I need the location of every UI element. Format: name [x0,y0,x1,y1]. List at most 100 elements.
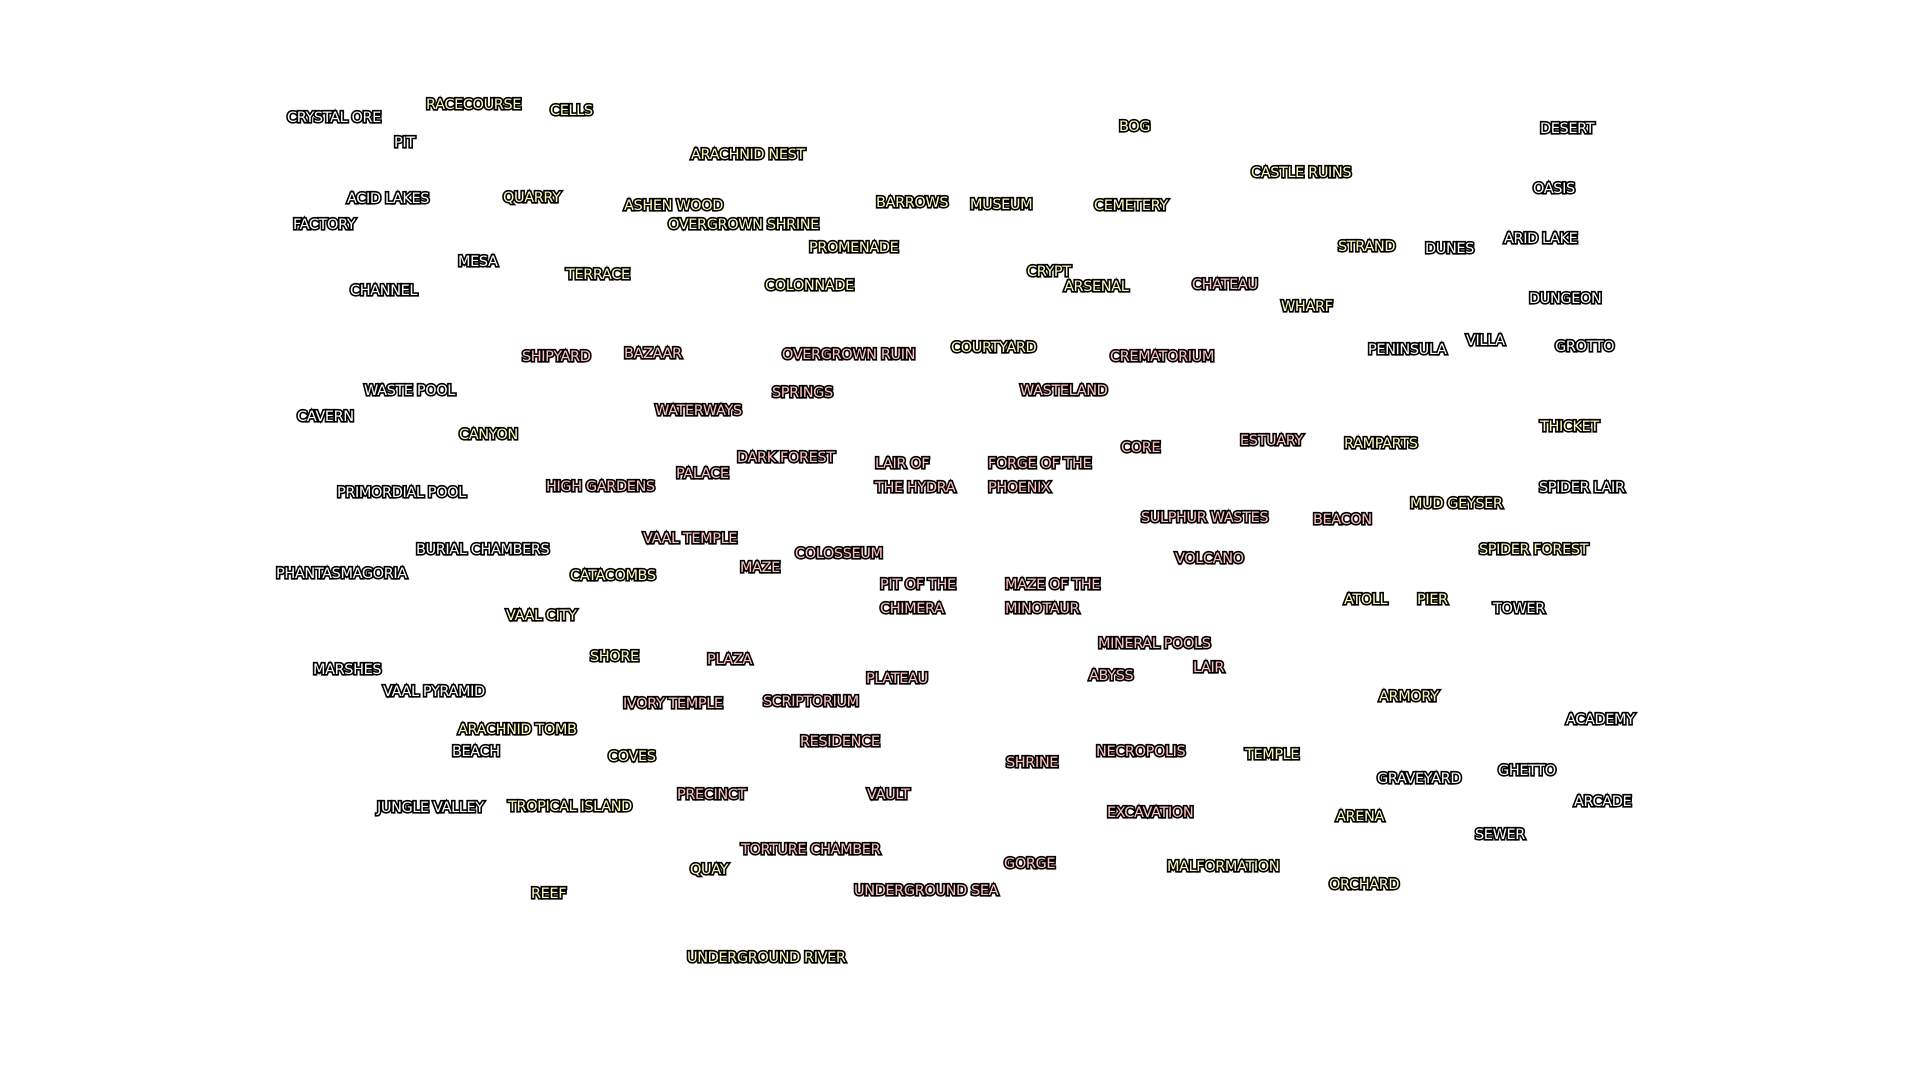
map-node-bazaar[interactable]: BAZAAR [622,344,683,363]
map-node-excavation[interactable]: EXCAVATION [1105,803,1195,822]
map-node-acid-lakes[interactable]: ACID LAKES [345,189,431,208]
map-node-dungeon[interactable]: DUNGEON [1527,289,1603,308]
map-node-arcade[interactable]: ARCADE [1572,792,1633,811]
map-node-museum[interactable]: MUSEUM [968,195,1034,214]
map-node-castle-ruins[interactable]: CASTLE RUINS [1249,163,1353,182]
map-node-oasis[interactable]: OASIS [1531,179,1576,198]
map-node-beach[interactable]: BEACH [450,742,501,761]
map-node-wasteland[interactable]: WASTELAND [1018,381,1109,400]
map-node-precinct[interactable]: PRECINCT [675,785,748,804]
map-node-chateau[interactable]: CHATEAU [1190,275,1259,294]
map-node-armory[interactable]: ARMORY [1377,687,1440,706]
map-node-lair[interactable]: LAIR [1191,658,1226,677]
map-node-pit-of-the-chimera[interactable]: PIT OF THE CHIMERA [878,573,957,621]
map-node-pit[interactable]: PIT [392,133,416,152]
map-node-wharf[interactable]: WHARF [1279,297,1334,316]
map-node-waterways[interactable]: WATERWAYS [653,401,743,420]
map-node-dark-forest[interactable]: DARK FOREST [735,448,836,467]
map-node-ramparts[interactable]: RAMPARTS [1342,434,1419,453]
map-node-courtyard[interactable]: COURTYARD [949,338,1038,357]
map-node-dunes[interactable]: DUNES [1423,239,1476,258]
map-node-tropical-island[interactable]: TROPICAL ISLAND [506,797,634,816]
map-node-canyon[interactable]: CANYON [457,425,519,444]
map-node-desert[interactable]: DESERT [1538,119,1596,138]
map-node-spider-forest[interactable]: SPIDER FOREST [1477,540,1590,559]
map-node-colonnade[interactable]: COLONNADE [763,276,855,295]
map-node-crematorium[interactable]: CREMATORIUM [1108,347,1216,366]
map-node-sulphur-wastes[interactable]: SULPHUR WASTES [1139,508,1270,527]
map-node-arachnid-tomb[interactable]: ARACHNID TOMB [456,720,578,739]
map-node-vaal-temple[interactable]: VAAL TEMPLE [641,529,739,548]
map-node-cells[interactable]: CELLS [548,101,594,120]
map-node-coves[interactable]: COVES [606,747,657,766]
map-node-arsenal[interactable]: ARSENAL [1062,277,1130,296]
map-node-forge-of-the-phoenix[interactable]: FORGE OF THE PHOENIX [986,452,1093,500]
map-node-torture-chamber[interactable]: TORTURE CHAMBER [739,840,882,859]
map-node-high-gardens[interactable]: HIGH GARDENS [544,477,656,496]
map-node-temple[interactable]: TEMPLE [1243,745,1301,764]
map-node-peninsula[interactable]: PENINSULA [1366,340,1448,359]
map-node-maze[interactable]: MAZE [738,558,782,577]
map-node-spider-lair[interactable]: SPIDER LAIR [1537,478,1626,497]
map-node-overgrown-ruin[interactable]: OVERGROWN RUIN [780,345,917,364]
map-node-racecourse[interactable]: RACECOURSE [424,95,523,114]
map-node-catacombs[interactable]: CATACOMBS [568,566,657,585]
map-node-tower[interactable]: TOWER [1491,599,1546,618]
map-node-palace[interactable]: PALACE [674,464,730,483]
map-node-arachnid-nest[interactable]: ARACHNID NEST [689,145,806,164]
map-node-core[interactable]: CORE [1119,438,1162,457]
map-node-overgrown-shrine[interactable]: OVERGROWN SHRINE [666,215,821,234]
map-node-estuary[interactable]: ESTUARY [1238,431,1305,450]
map-node-ivory-temple[interactable]: IVORY TEMPLE [621,694,724,713]
map-node-strand[interactable]: STRAND [1336,237,1397,256]
map-node-plateau[interactable]: PLATEAU [864,669,929,688]
map-node-crypt[interactable]: CRYPT [1025,262,1072,281]
map-node-quarry[interactable]: QUARRY [501,188,562,207]
map-node-primordial-pool[interactable]: PRIMORDIAL POOL [335,483,467,502]
map-node-underground-sea[interactable]: UNDERGROUND SEA [852,881,1000,900]
map-node-reef[interactable]: REEF [529,884,568,903]
map-node-thicket[interactable]: THICKET [1538,417,1600,436]
map-node-colosseum[interactable]: COLOSSEUM [793,544,884,563]
map-node-crystal-ore[interactable]: CRYSTAL ORE [285,108,383,127]
map-node-lair-of-the-hydra[interactable]: LAIR OF THE HYDRA [873,452,957,500]
map-node-barrows[interactable]: BARROWS [874,193,950,212]
map-node-arid-lake[interactable]: ARID LAKE [1502,229,1579,248]
map-node-ghetto[interactable]: GHETTO [1496,761,1557,780]
map-node-cemetery[interactable]: CEMETERY [1092,196,1169,215]
map-node-pier[interactable]: PIER [1415,590,1449,609]
map-node-terrace[interactable]: TERRACE [564,265,631,284]
map-node-volcano[interactable]: VOLCANO [1173,549,1245,568]
map-node-burial-chambers[interactable]: BURIAL CHAMBERS [414,540,551,559]
map-node-underground-river[interactable]: UNDERGROUND RIVER [685,948,847,967]
map-node-gorge[interactable]: GORGE [1002,854,1057,873]
map-node-channel[interactable]: CHANNEL [348,281,419,300]
map-node-academy[interactable]: ACADEMY [1564,710,1636,729]
map-node-beacon[interactable]: BEACON [1311,510,1373,529]
map-node-residence[interactable]: RESIDENCE [798,732,881,751]
map-node-villa[interactable]: VILLA [1464,331,1506,350]
map-node-shipyard[interactable]: SHIPYARD [520,347,592,366]
map-node-bog[interactable]: BOG [1117,117,1152,136]
map-node-mesa[interactable]: MESA [456,252,499,271]
map-node-jungle-valley[interactable]: JUNGLE VALLEY [375,798,485,817]
map-node-promenade[interactable]: PROMENADE [807,238,900,257]
map-node-factory[interactable]: FACTORY [291,215,357,234]
map-node-quay[interactable]: QUAY [688,860,730,879]
map-node-vaal-pyramid[interactable]: VAAL PYRAMID [381,682,486,701]
map-node-vaal-city[interactable]: VAAL CITY [504,606,578,625]
map-node-sewer[interactable]: SEWER [1473,825,1527,844]
map-node-necropolis[interactable]: NECROPOLIS [1094,742,1187,761]
map-node-orchard[interactable]: ORCHARD [1327,875,1401,894]
map-node-marshes[interactable]: MARSHES [311,660,383,679]
map-node-maze-of-the-minotaur[interactable]: MAZE OF THE MINOTAUR [1003,573,1102,621]
map-node-malformation[interactable]: MALFORMATION [1165,857,1281,876]
map-node-ashen-wood[interactable]: ASHEN WOOD [622,196,725,215]
map-node-arena[interactable]: ARENA [1334,807,1386,826]
map-node-springs[interactable]: SPRINGS [770,383,834,402]
map-node-shore[interactable]: SHORE [588,647,640,666]
map-node-vault[interactable]: VAULT [865,785,911,804]
map-node-grotto[interactable]: GROTTO [1553,337,1616,356]
map-node-graveyard[interactable]: GRAVEYARD [1375,769,1463,788]
map-node-mud-geyser[interactable]: MUD GEYSER [1408,494,1504,513]
